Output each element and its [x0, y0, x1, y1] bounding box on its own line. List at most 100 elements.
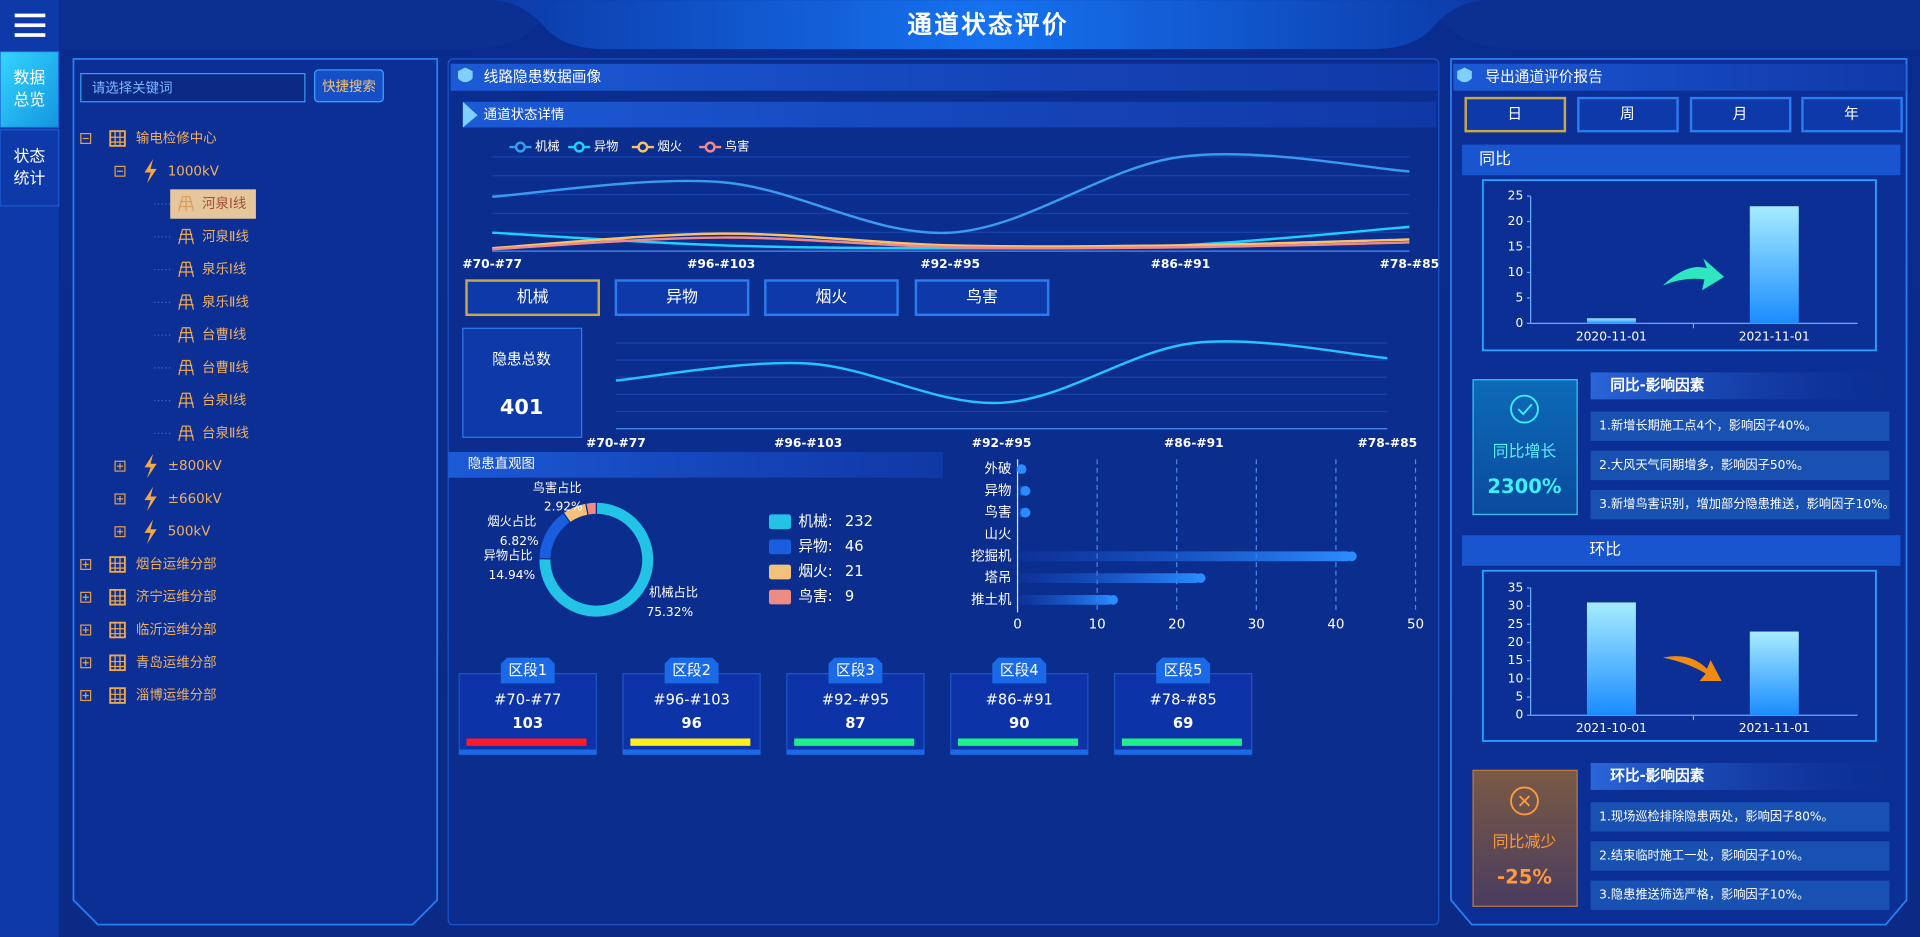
segment-name: 区段3 [836, 662, 875, 679]
x-tick-label: #78-#85 [1380, 257, 1440, 271]
factor-text: 3.新增鸟害识别，增加部分隐患推送，影响因子10%。 [1599, 496, 1895, 511]
tree-toggle[interactable] [80, 657, 92, 669]
x-tick-label: #86-#91 [1164, 436, 1224, 450]
segment-name: 区段2 [672, 662, 711, 679]
legend-swatch [768, 564, 792, 580]
yoy-card [1472, 379, 1578, 516]
building-icon [109, 621, 126, 639]
slice-label: 75.32% [646, 605, 693, 619]
header-band [58, 0, 1920, 50]
card-icon [1517, 403, 1533, 416]
y-tick-label: 10 [1508, 671, 1524, 685]
y-tick-label: 20 [1508, 214, 1524, 228]
tree-toggle[interactable] [114, 460, 126, 472]
title-bar [1453, 63, 1907, 91]
filter-button[interactable] [465, 279, 600, 317]
period-tab[interactable] [1577, 96, 1679, 133]
factor-item [1590, 411, 1890, 441]
tree-label: 烟台运维分部 [136, 556, 217, 572]
tree-selection [170, 189, 256, 219]
tower-icon [178, 327, 195, 343]
segment-bar [466, 738, 587, 746]
tree-toggle[interactable] [80, 690, 92, 702]
segment-tab [828, 657, 883, 684]
chart-frame [1481, 179, 1877, 352]
legend-count: 9 [845, 588, 854, 605]
total-box [462, 327, 583, 438]
legend-label: 鸟害 [725, 139, 749, 154]
y-tick-label: 山火 [985, 527, 1012, 543]
tree-toggle[interactable] [114, 526, 126, 538]
legend-dot [573, 141, 585, 153]
y-tick-label: 5 [1515, 290, 1523, 304]
page-title: 通道状态评价 [907, 10, 1069, 39]
line-series [492, 152, 1410, 235]
building-icon [110, 589, 125, 605]
x-tick-label: 50 [1407, 618, 1424, 633]
bar-cap [1195, 573, 1206, 583]
search-input[interactable] [80, 72, 306, 103]
legend-label: 鸟害: [798, 588, 832, 605]
slice-name: 异物占比 [484, 548, 533, 563]
card-icon [1510, 394, 1539, 424]
title-icon [1457, 67, 1472, 83]
filter-button[interactable] [614, 279, 750, 317]
segment-value: 103 [512, 715, 543, 732]
y-tick-label: 鸟害 [985, 505, 1012, 521]
period-label: 月 [1733, 106, 1748, 123]
search-button[interactable] [314, 69, 384, 103]
factor-item [1590, 841, 1890, 871]
legend-swatch [768, 539, 792, 555]
nav-item[interactable] [0, 50, 60, 129]
line-series [615, 340, 1388, 405]
bar [1017, 573, 1201, 583]
x-tick-label: 30 [1248, 618, 1265, 633]
tree-toggle[interactable] [80, 558, 92, 570]
nav-label: 总览 [13, 90, 45, 109]
x-tick-label: #92-#95 [972, 436, 1032, 450]
title-icon [457, 67, 473, 83]
tree-toggle[interactable] [114, 493, 126, 505]
menu-icon[interactable] [14, 13, 46, 37]
x-tick-label: 2020-11-01 [1576, 329, 1647, 343]
tree-toggle[interactable] [80, 624, 92, 636]
line-series [492, 236, 1410, 251]
nav-label: 统计 [13, 168, 45, 187]
menu-line [14, 23, 46, 28]
y-tick-label: 0 [1515, 316, 1523, 330]
period-tab[interactable] [1689, 96, 1792, 133]
x-tick-label: #92-#95 [920, 257, 980, 271]
filter-button[interactable] [914, 279, 1050, 317]
y-tick-label: 10 [1508, 265, 1524, 279]
donut-slice [538, 501, 655, 618]
period-tab[interactable] [1801, 96, 1903, 133]
segment-bar [1121, 738, 1242, 746]
bar [1017, 551, 1352, 562]
section-title: 同比 [1479, 149, 1511, 168]
legend-label: 机械 [535, 139, 559, 154]
segment-tab [664, 657, 719, 684]
factors-header [1590, 372, 1890, 400]
filter-label: 烟火 [816, 287, 848, 306]
legend-swatch [768, 589, 792, 605]
tree-label: 青岛运维分部 [136, 655, 217, 671]
y-tick-label: 20 [1508, 635, 1524, 649]
y-tick-label: 35 [1508, 580, 1524, 594]
tower-icon [178, 359, 195, 376]
nav-item[interactable] [0, 129, 60, 207]
factors-title: 同比-影响因素 [1610, 376, 1705, 394]
bolt-icon [144, 519, 157, 544]
tree-toggle[interactable] [80, 591, 92, 603]
segment-base [459, 749, 597, 755]
period-tab[interactable] [1464, 96, 1567, 133]
section-bar [1462, 535, 1901, 566]
tree-label: 台泉Ⅰ线 [202, 392, 246, 409]
tree-label: 泉乐Ⅱ线 [202, 293, 249, 310]
segment-value: 90 [1009, 715, 1029, 732]
filter-button[interactable] [764, 279, 899, 317]
tree-toggle[interactable] [80, 132, 92, 145]
slice-name: 机械占比 [649, 584, 698, 599]
tree-toggle[interactable] [114, 165, 126, 177]
y-tick-label: 15 [1508, 653, 1524, 667]
bar [1749, 206, 1799, 324]
